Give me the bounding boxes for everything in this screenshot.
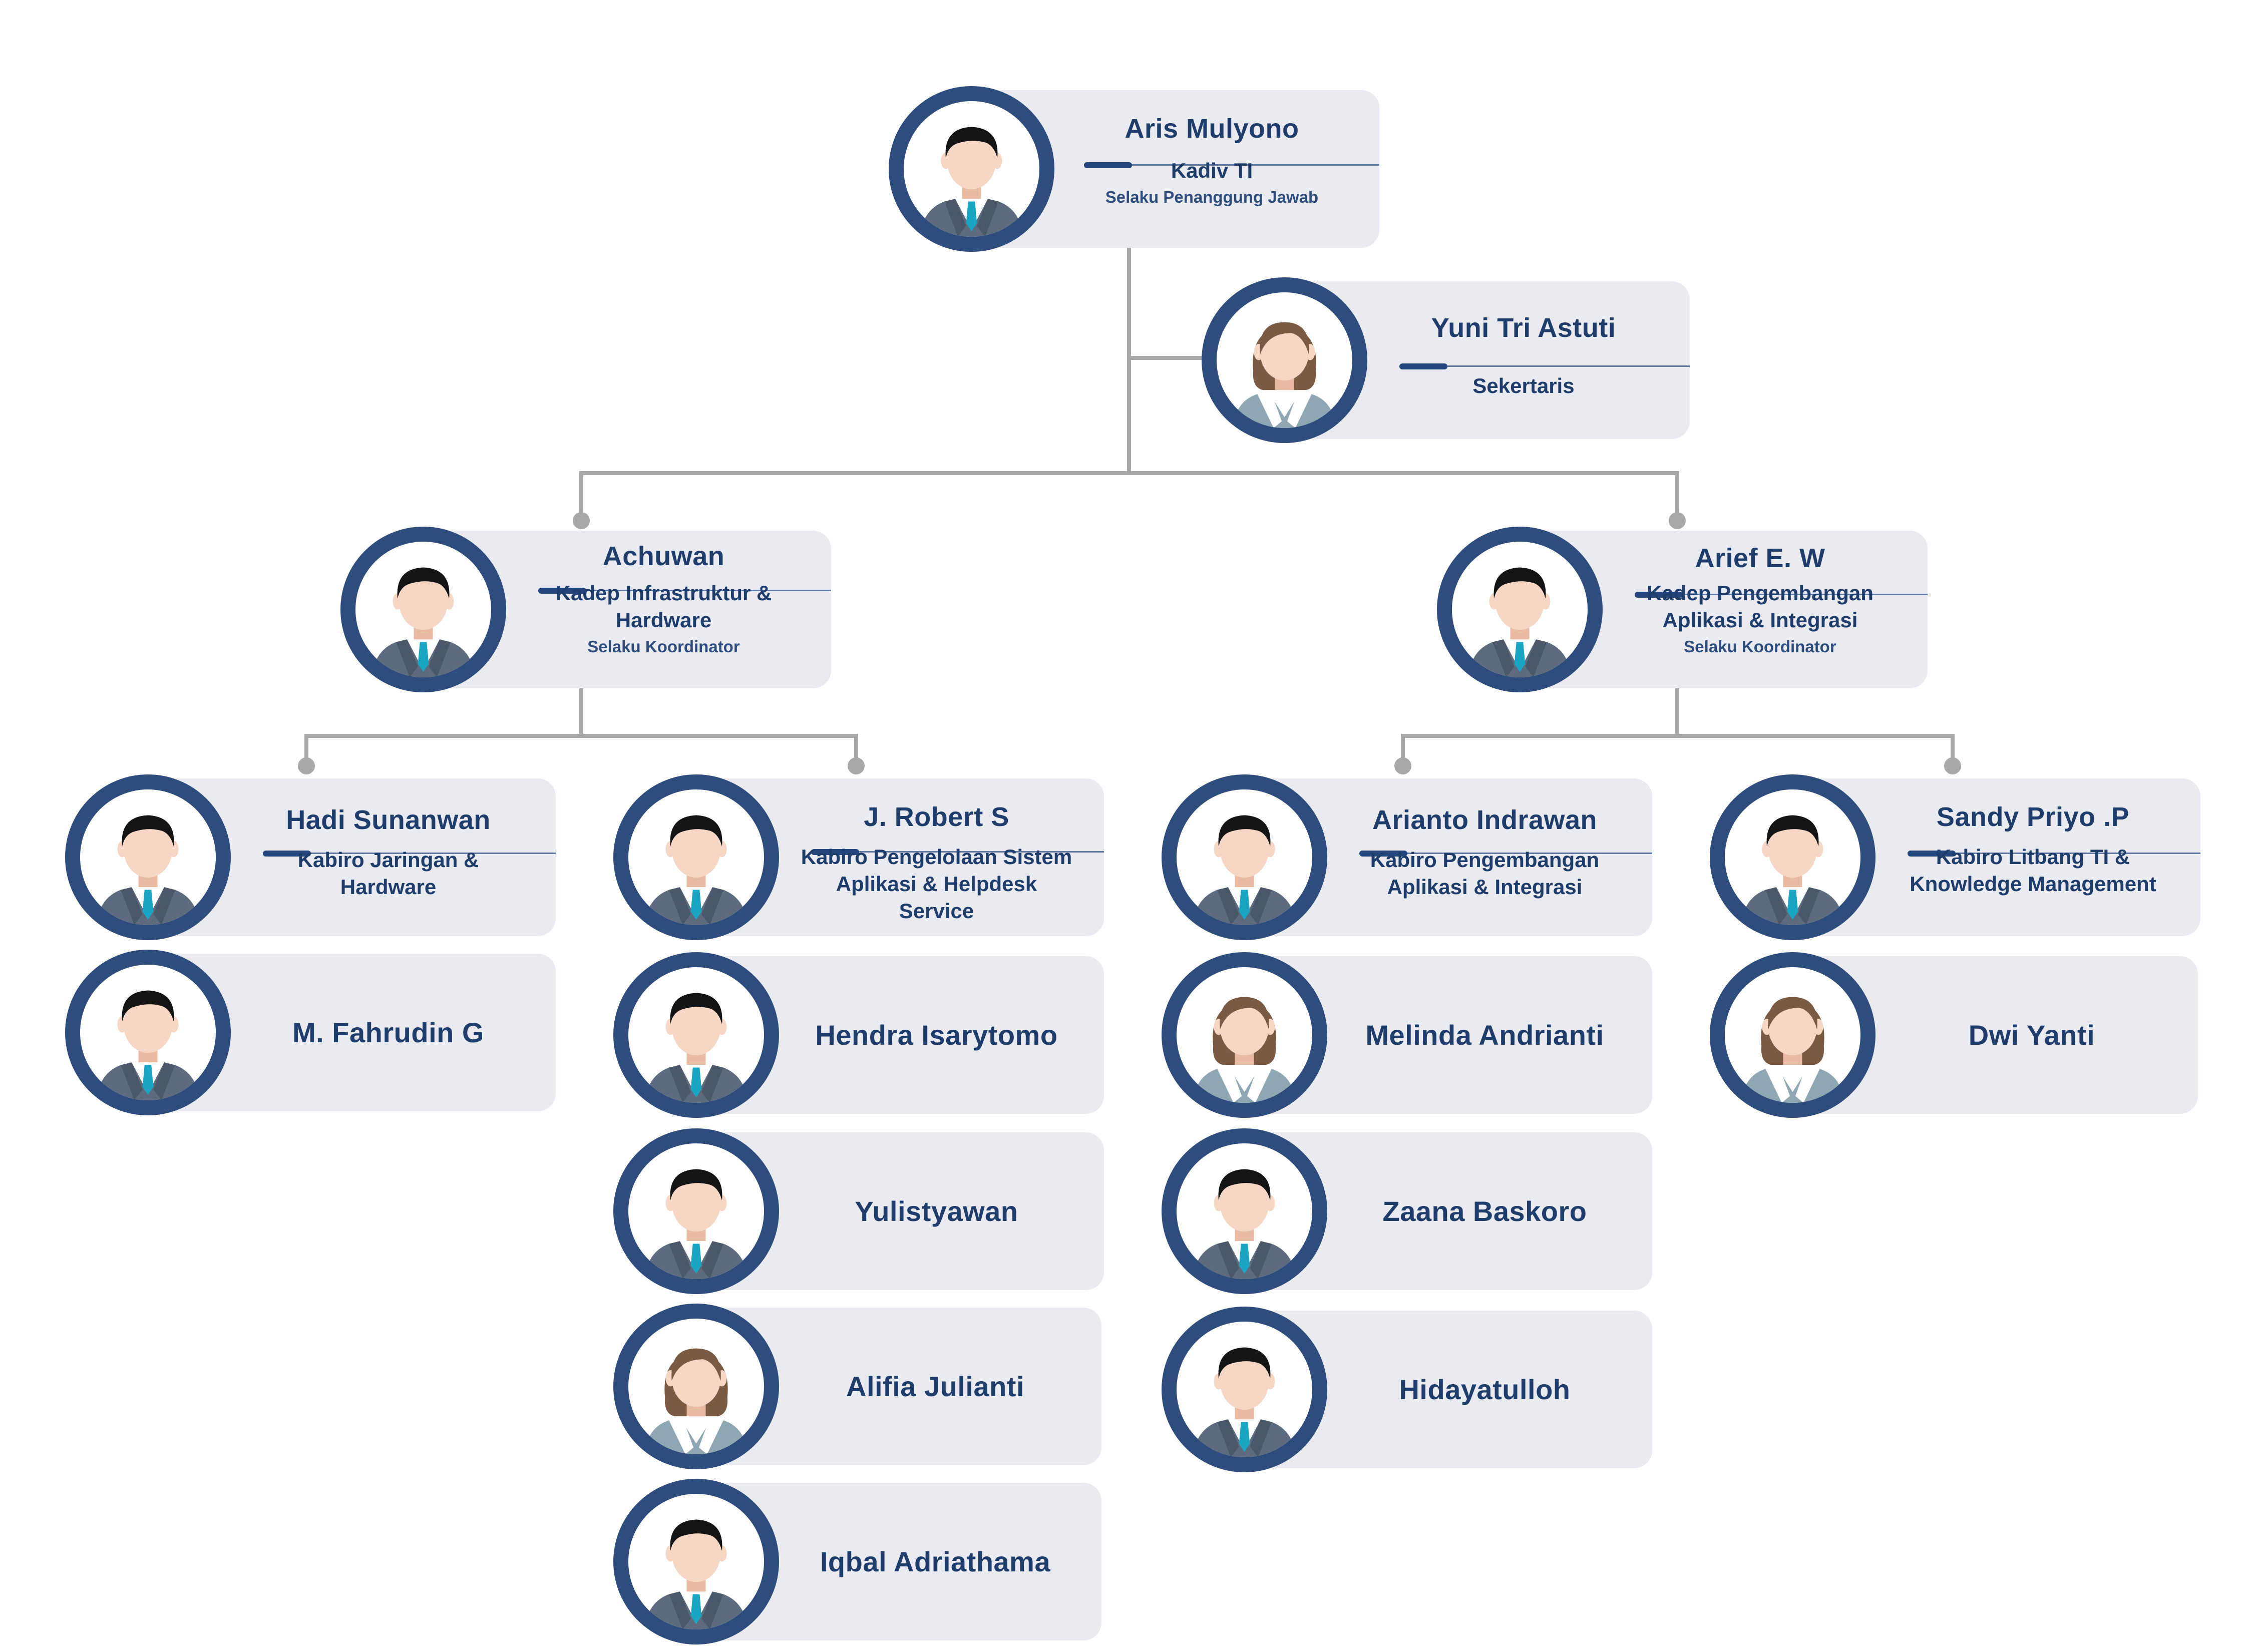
name-divider (1635, 592, 1928, 598)
org-card-staff[interactable]: Iqbal Adriathama (613, 1479, 1101, 1644)
job-title: Kabiro Litbang TI & Knowledge Management (1910, 845, 2156, 896)
male-avatar-icon (371, 567, 475, 677)
avatar (1162, 952, 1327, 1118)
person-name: Aris Mulyono (1124, 114, 1299, 144)
avatar (1162, 1307, 1327, 1472)
org-card-staff[interactable]: Hidayatulloh (1162, 1307, 1652, 1472)
person-name: Achuwan (602, 541, 725, 571)
male-avatar-icon (644, 1519, 748, 1629)
job-subtitle: Selaku Penanggung Jawab (1105, 188, 1319, 206)
job-title: Kadiv TI (1171, 159, 1253, 182)
male-avatar-icon (96, 990, 200, 1100)
person-name: Yulistyawan (855, 1195, 1018, 1227)
org-card-staff[interactable]: Hendra Isarytomo (613, 952, 1104, 1118)
connector-dept-app (1401, 686, 1955, 765)
avatar (613, 1304, 779, 1469)
avatar (1710, 774, 1875, 940)
person-name: Melinda Andrianti (1365, 1019, 1604, 1051)
avatar (1202, 277, 1367, 443)
org-card-bureau[interactable]: J. Robert S Kabiro Pengelolaan Sistem Ap… (613, 774, 1104, 940)
person-name: Iqbal Adriathama (820, 1545, 1051, 1577)
job-title: Kadep Pengembangan Aplikasi & Integrasi (1647, 581, 1873, 632)
org-card-bureau[interactable]: Hadi Sunanwan Kabiro Jaringan & Hardware (65, 774, 556, 940)
name-divider (1908, 851, 2200, 857)
female-avatar-icon (1741, 997, 1844, 1103)
org-card-staff[interactable]: Alifia Julianti (613, 1304, 1101, 1469)
avatar (613, 1128, 779, 1294)
person-name: Yuni Tri Astuti (1431, 313, 1616, 343)
person-name: Sandy Priyo .P (1936, 802, 2130, 832)
name-divider (263, 851, 556, 857)
person-name: Alifia Julianti (846, 1370, 1024, 1402)
avatar (340, 527, 506, 692)
name-divider (1359, 851, 1652, 857)
person-name: Hendra Isarytomo (815, 1019, 1058, 1051)
person-name: J. Robert S (864, 802, 1009, 832)
connector-dot (1394, 757, 1411, 774)
avatar (65, 950, 231, 1115)
avatar (613, 774, 779, 940)
male-avatar-icon (920, 127, 1023, 237)
connector-dot (1669, 512, 1686, 529)
avatar (613, 952, 779, 1118)
avatar (65, 774, 231, 940)
avatar (1162, 774, 1327, 940)
name-divider (811, 849, 1104, 855)
avatar (1162, 1128, 1327, 1294)
name-divider (538, 588, 831, 594)
male-avatar-icon (1193, 815, 1296, 925)
job-subtitle: Selaku Koordinator (1684, 637, 1836, 656)
name-divider (1399, 363, 1690, 369)
name-divider (1084, 162, 1379, 168)
avatar (1710, 952, 1875, 1118)
person-name: Dwi Yanti (1968, 1019, 2095, 1051)
job-title: Kabiro Jaringan & Hardware (297, 848, 479, 899)
job-title: Kabiro Pengembangan Aplikasi & Integrasi (1370, 848, 1600, 899)
female-avatar-icon (1193, 997, 1296, 1103)
org-card-secretary[interactable]: Yuni Tri Astuti Sekertaris (1202, 277, 1690, 443)
female-avatar-icon (644, 1348, 748, 1454)
male-avatar-icon (644, 993, 748, 1103)
org-card-staff[interactable]: M. Fahrudin G (65, 950, 556, 1115)
job-title: Sekertaris (1472, 374, 1575, 397)
org-card-department[interactable]: Arief E. W Kadep Pengembangan Aplikasi &… (1437, 527, 1928, 692)
connector-dot (573, 512, 590, 529)
male-avatar-icon (1741, 815, 1844, 925)
connector-dot (298, 757, 315, 774)
male-avatar-icon (1193, 1347, 1296, 1457)
org-card-bureau[interactable]: Arianto Indrawan Kabiro Pengembangan Apl… (1162, 774, 1652, 940)
org-card-head[interactable]: Aris Mulyono Kadiv TI Selaku Penanggung … (889, 86, 1379, 252)
org-card-staff[interactable]: Dwi Yanti (1710, 952, 2198, 1118)
person-name: Arief E. W (1695, 543, 1825, 573)
org-card-bureau[interactable]: Sandy Priyo .P Kabiro Litbang TI & Knowl… (1710, 774, 2200, 940)
person-name: Arianto Indrawan (1372, 805, 1598, 835)
male-avatar-icon (1193, 1169, 1296, 1279)
connector-dot (1944, 757, 1961, 774)
avatar (613, 1479, 779, 1644)
org-card-department[interactable]: Achuwan Kadep Infrastruktur & Hardware S… (340, 527, 831, 692)
job-title: Kabiro Pengelolaan Sistem Aplikasi & Hel… (801, 845, 1072, 923)
male-avatar-icon (96, 815, 200, 925)
org-card-staff[interactable]: Melinda Andrianti (1162, 952, 1652, 1118)
job-subtitle: Selaku Koordinator (587, 637, 740, 656)
male-avatar-icon (644, 815, 748, 925)
org-card-staff[interactable]: Zaana Baskoro (1162, 1128, 1652, 1294)
avatar (1437, 527, 1603, 692)
person-name: Hadi Sunanwan (286, 805, 491, 835)
job-title: Kadep Infrastruktur & Hardware (555, 581, 772, 632)
person-name: M. Fahrudin G (292, 1016, 484, 1048)
male-avatar-icon (644, 1169, 748, 1279)
female-avatar-icon (1233, 322, 1336, 428)
connector-departments (579, 471, 1679, 518)
connector-dot (848, 757, 865, 774)
avatar (889, 86, 1054, 252)
person-name: Zaana Baskoro (1382, 1195, 1587, 1227)
connector-dept-infra (304, 686, 858, 765)
male-avatar-icon (1468, 567, 1572, 677)
person-name: Hidayatulloh (1399, 1373, 1571, 1405)
org-card-staff[interactable]: Yulistyawan (613, 1128, 1104, 1294)
